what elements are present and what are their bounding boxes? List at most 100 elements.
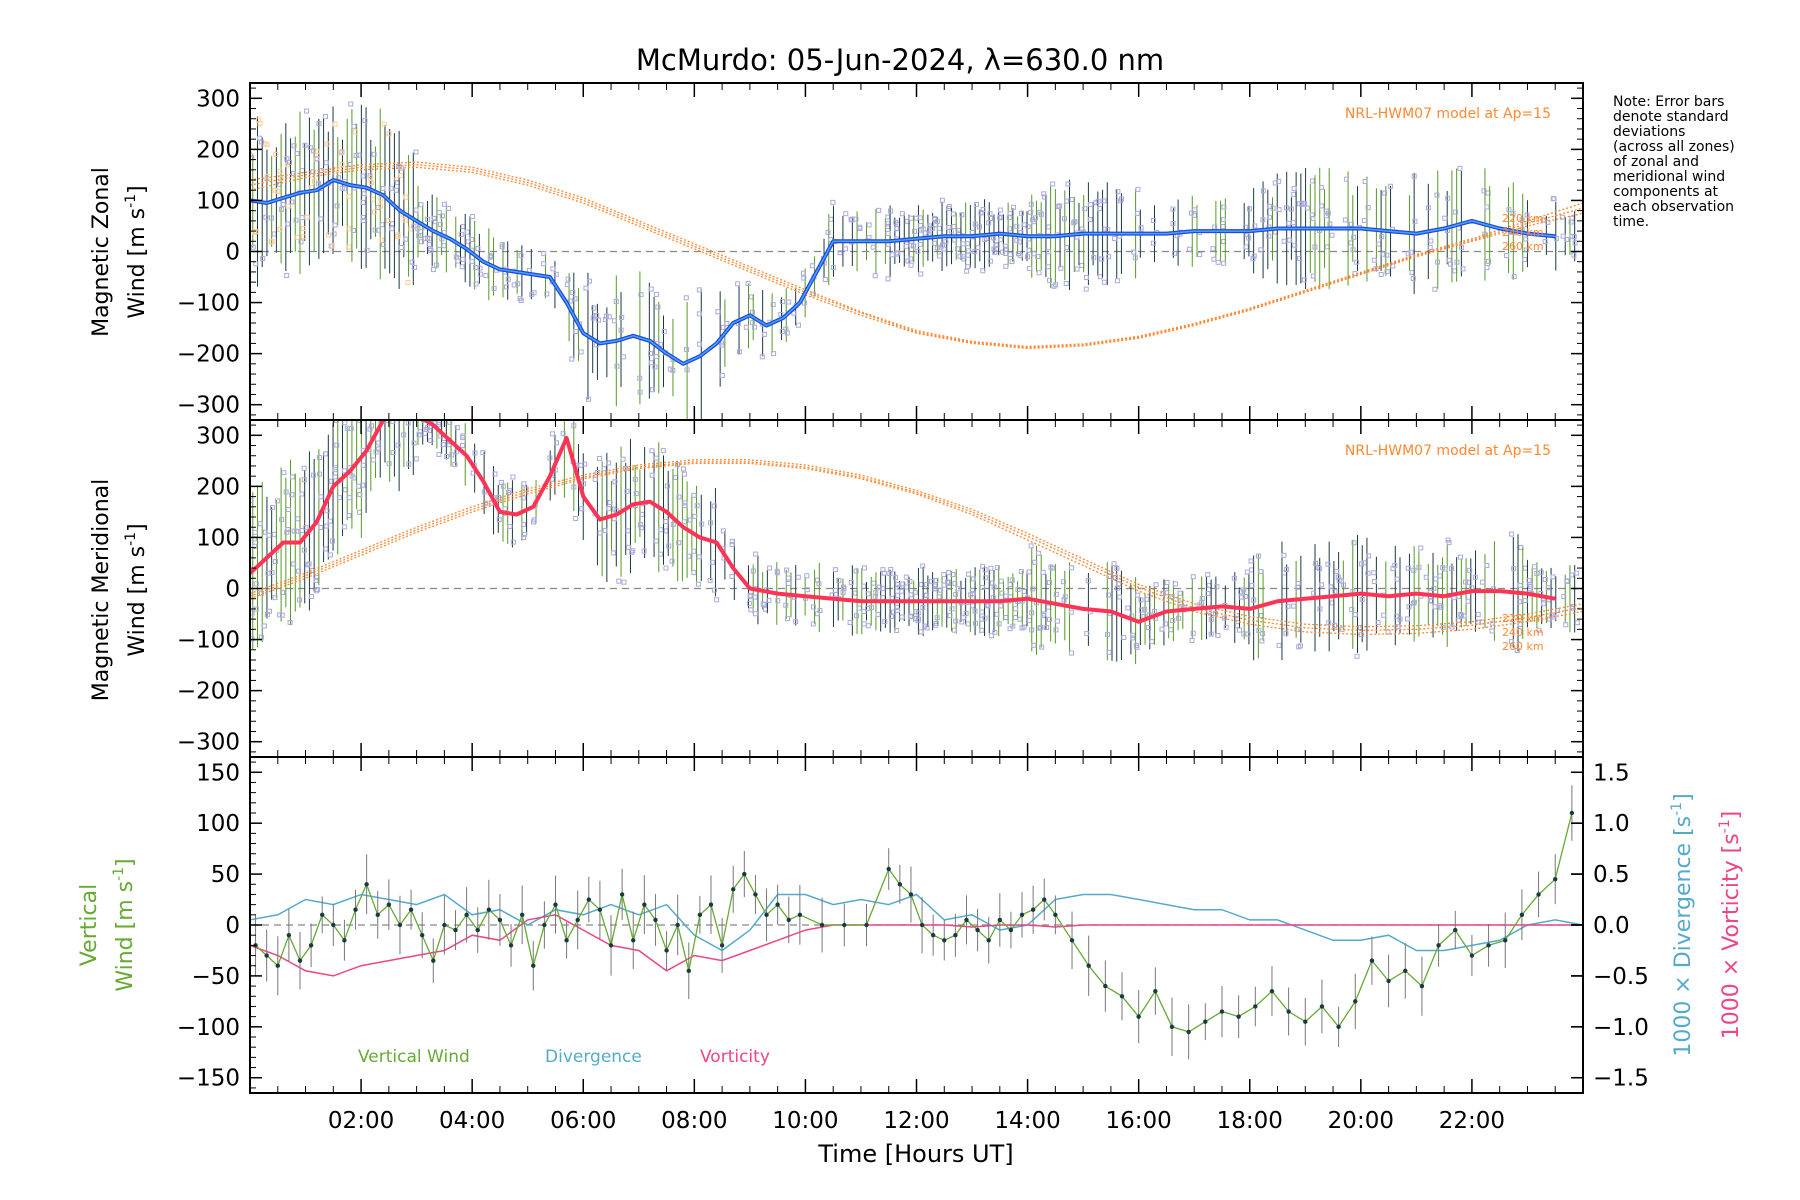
scatter-point bbox=[872, 273, 878, 279]
scatter-point bbox=[571, 423, 577, 429]
x-tick-label: 08:00 bbox=[661, 1108, 727, 1134]
scatter-point bbox=[982, 615, 988, 621]
scatter-point bbox=[318, 524, 324, 530]
scatter-point bbox=[1376, 241, 1382, 247]
scatter-point bbox=[1251, 253, 1257, 259]
scatter-point bbox=[1083, 286, 1089, 292]
scatter-point bbox=[743, 324, 749, 330]
scatter-point bbox=[510, 474, 516, 480]
scatter-point bbox=[894, 225, 900, 231]
model-curve bbox=[250, 166, 1583, 350]
scatter-point bbox=[582, 461, 588, 467]
vertical-wind-point bbox=[1319, 1004, 1325, 1009]
vertical-wind-point bbox=[986, 938, 991, 943]
scatter-point bbox=[1047, 277, 1053, 283]
scatter-point bbox=[406, 461, 412, 467]
scatter-point bbox=[342, 524, 348, 530]
scatter-point bbox=[895, 592, 901, 598]
scatter-point bbox=[324, 141, 330, 147]
scatter-point bbox=[449, 452, 455, 458]
scatter-point bbox=[1266, 233, 1272, 239]
scatter-point bbox=[364, 247, 370, 253]
scatter-point bbox=[865, 591, 871, 597]
scatter-point bbox=[460, 224, 466, 230]
scatter-point bbox=[1484, 265, 1490, 271]
scatter-point bbox=[1170, 206, 1176, 212]
scatter-point bbox=[342, 487, 348, 493]
scatter-point bbox=[985, 603, 991, 609]
scatter-point bbox=[275, 188, 281, 194]
scatter-point bbox=[1291, 191, 1297, 197]
scatter-point bbox=[339, 149, 345, 155]
scatter-point bbox=[284, 529, 290, 535]
vertical-wind-point bbox=[1553, 876, 1558, 882]
scatter-point bbox=[483, 272, 489, 278]
scatter-point bbox=[255, 117, 261, 123]
scatter-point bbox=[296, 597, 302, 603]
vertical-wind-point bbox=[1536, 892, 1541, 897]
note-line-7: each observation bbox=[1613, 199, 1734, 215]
scatter-point bbox=[972, 249, 978, 255]
scatter-point bbox=[972, 221, 978, 227]
scatter-point bbox=[986, 220, 992, 226]
legend-vertical-wind: Vertical Wind bbox=[358, 1047, 470, 1067]
scatter-point bbox=[1028, 543, 1034, 549]
scatter-point bbox=[397, 415, 401, 419]
scatter-point bbox=[1569, 572, 1575, 578]
scatter-point bbox=[979, 584, 985, 590]
scatter-point bbox=[980, 268, 986, 274]
scatter-point bbox=[620, 456, 626, 462]
scatter-point bbox=[323, 160, 329, 166]
scatter-point bbox=[515, 281, 521, 287]
scatter-point bbox=[565, 276, 571, 282]
scatter-point bbox=[761, 601, 767, 607]
vertical-wind-point bbox=[1569, 810, 1575, 816]
vertical-wind-point bbox=[1436, 943, 1441, 948]
scatter-point bbox=[428, 405, 432, 409]
scatter-point bbox=[376, 227, 382, 233]
scatter-point bbox=[1434, 192, 1440, 198]
scatter-point bbox=[381, 242, 387, 248]
scatter-point bbox=[1055, 203, 1061, 209]
scatter-point bbox=[472, 450, 478, 456]
scatter-point bbox=[1205, 591, 1211, 597]
scatter-point bbox=[1138, 597, 1144, 603]
scatter-point bbox=[382, 389, 386, 393]
scatter-point bbox=[1069, 197, 1075, 203]
scatter-point bbox=[752, 611, 758, 617]
scatter-point bbox=[1017, 616, 1023, 622]
scatter-point bbox=[918, 629, 924, 635]
scatter-point bbox=[1318, 203, 1324, 209]
vertical-wind-point bbox=[442, 922, 447, 928]
scatter-point bbox=[966, 248, 972, 254]
scatter-point bbox=[1170, 221, 1176, 227]
scatter-point bbox=[933, 578, 939, 584]
scatter-point bbox=[409, 259, 415, 265]
scatter-point bbox=[979, 616, 985, 622]
scatter-point bbox=[987, 258, 993, 264]
scatter-point bbox=[953, 618, 959, 624]
scatter-point bbox=[1099, 256, 1105, 262]
scatter-point bbox=[413, 207, 419, 213]
scatter-point bbox=[1221, 217, 1227, 223]
scatter-point bbox=[917, 241, 923, 247]
scatter-point bbox=[1348, 221, 1354, 227]
scatter-point bbox=[323, 451, 329, 457]
scatter-point bbox=[1542, 239, 1548, 245]
scatter-point bbox=[1484, 204, 1490, 210]
scatter-point bbox=[1504, 252, 1510, 258]
scatter-point bbox=[969, 229, 975, 235]
scatter-point bbox=[301, 465, 307, 471]
scatter-point bbox=[1390, 566, 1396, 572]
scatter-point bbox=[719, 342, 725, 348]
scatter-point bbox=[915, 248, 921, 254]
scatter-point bbox=[389, 226, 395, 232]
scatter-point bbox=[560, 431, 566, 437]
scatter-point bbox=[694, 503, 700, 509]
scatter-point bbox=[1325, 210, 1331, 216]
x-tick-label: 22:00 bbox=[1439, 1108, 1505, 1134]
note-line-8: time. bbox=[1613, 214, 1649, 230]
scatter-point bbox=[1027, 265, 1033, 271]
scatter-point bbox=[353, 152, 359, 158]
scatter-point bbox=[424, 426, 430, 432]
